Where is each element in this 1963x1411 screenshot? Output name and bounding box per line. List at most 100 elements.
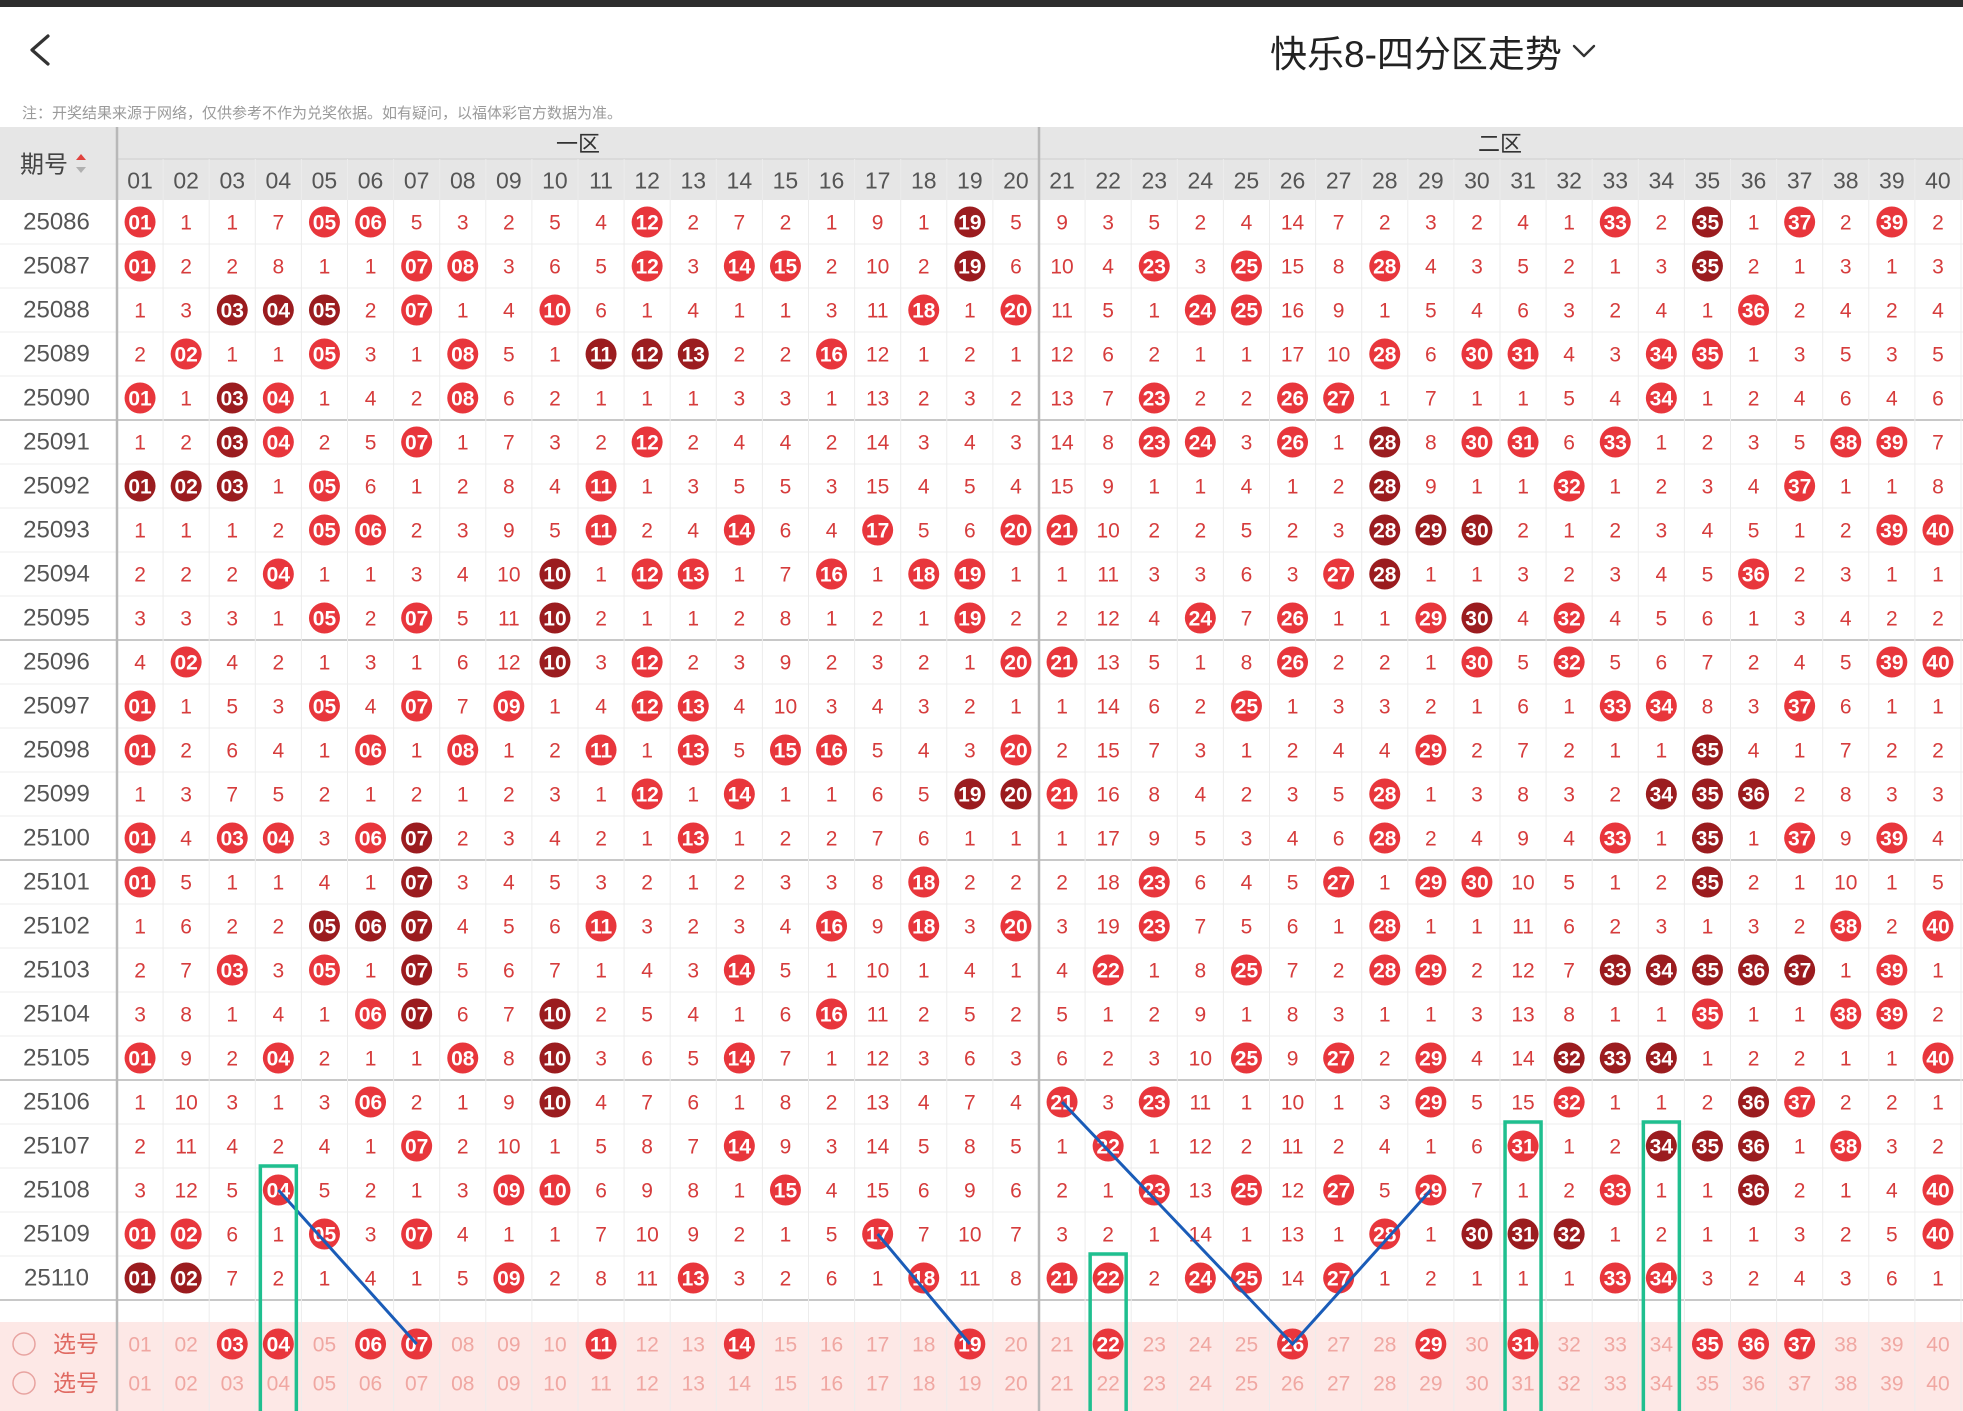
select-number[interactable]: 31 xyxy=(1511,1334,1535,1357)
select-number[interactable]: 34 xyxy=(1650,1334,1674,1357)
select-number[interactable]: 28 xyxy=(1373,1334,1396,1357)
select-number[interactable]: 08 xyxy=(451,1373,474,1396)
select-number[interactable]: 02 xyxy=(174,1373,197,1396)
select-number[interactable]: 32 xyxy=(1557,1334,1580,1357)
sort-down-icon[interactable] xyxy=(76,167,86,173)
select-number[interactable]: 09 xyxy=(497,1334,520,1357)
select-number[interactable]: 31 xyxy=(1511,1373,1534,1396)
select-number[interactable]: 04 xyxy=(267,1334,291,1357)
select-ball-22[interactable] xyxy=(1092,1328,1124,1360)
select-number[interactable]: 18 xyxy=(912,1334,935,1357)
select-number[interactable]: 06 xyxy=(359,1373,382,1396)
select-ball-35[interactable] xyxy=(1691,1328,1723,1360)
select-number[interactable]: 22 xyxy=(1096,1373,1119,1396)
title-dropdown[interactable]: 快乐8-四分区走势 xyxy=(1270,26,1596,76)
select-number[interactable]: 29 xyxy=(1419,1334,1442,1357)
select-ball-29[interactable] xyxy=(1415,1328,1447,1360)
select-number[interactable]: 04 xyxy=(267,1373,291,1396)
select-ball-37[interactable] xyxy=(1784,1328,1816,1360)
select-number[interactable]: 33 xyxy=(1604,1373,1627,1396)
select-number[interactable]: 11 xyxy=(590,1373,612,1396)
select-number[interactable]: 39 xyxy=(1880,1334,1903,1357)
select-number[interactable]: 40 xyxy=(1926,1334,1949,1357)
select-number[interactable]: 05 xyxy=(313,1373,336,1396)
select-number[interactable]: 17 xyxy=(866,1334,889,1357)
select-ball-14[interactable] xyxy=(723,1328,755,1360)
select-number[interactable]: 30 xyxy=(1465,1334,1488,1357)
select-number[interactable]: 19 xyxy=(958,1334,981,1357)
select-number[interactable]: 09 xyxy=(497,1373,520,1396)
select-number[interactable]: 05 xyxy=(313,1334,336,1357)
select-number[interactable]: 25 xyxy=(1235,1334,1258,1357)
select-number[interactable]: 24 xyxy=(1189,1334,1213,1357)
select-ball-06[interactable] xyxy=(355,1328,387,1360)
select-number[interactable]: 37 xyxy=(1788,1373,1811,1396)
select-number[interactable]: 12 xyxy=(635,1334,658,1357)
select-ball-36[interactable] xyxy=(1738,1328,1770,1360)
select-number[interactable]: 11 xyxy=(590,1334,613,1357)
select-number[interactable]: 24 xyxy=(1189,1373,1213,1396)
select-number[interactable]: 21 xyxy=(1050,1373,1073,1396)
select-number[interactable]: 33 xyxy=(1604,1334,1627,1357)
select-number[interactable]: 06 xyxy=(359,1334,382,1357)
select-number[interactable]: 34 xyxy=(1650,1373,1674,1396)
select-number[interactable]: 35 xyxy=(1696,1334,1720,1357)
select-number[interactable]: 22 xyxy=(1096,1334,1119,1357)
select-number[interactable]: 35 xyxy=(1696,1373,1719,1396)
select-number[interactable]: 16 xyxy=(820,1373,843,1396)
select-number[interactable]: 20 xyxy=(1004,1334,1027,1357)
select-number[interactable]: 01 xyxy=(128,1334,151,1357)
select-number[interactable]: 38 xyxy=(1834,1373,1857,1396)
select-number[interactable]: 27 xyxy=(1327,1334,1350,1357)
select-number[interactable]: 23 xyxy=(1143,1373,1166,1396)
select-number[interactable]: 08 xyxy=(451,1334,474,1357)
select-radio[interactable] xyxy=(12,1332,36,1356)
miss-count: 12 xyxy=(1096,608,1119,631)
select-number[interactable]: 16 xyxy=(820,1334,843,1357)
hit-number: 23 xyxy=(1143,1092,1166,1115)
select-number[interactable]: 03 xyxy=(221,1373,244,1396)
select-number[interactable]: 13 xyxy=(682,1334,705,1357)
select-number[interactable]: 21 xyxy=(1050,1334,1073,1357)
select-number[interactable]: 14 xyxy=(728,1373,752,1396)
select-radio[interactable] xyxy=(12,1371,36,1395)
select-number[interactable]: 36 xyxy=(1742,1334,1765,1357)
select-number[interactable]: 03 xyxy=(221,1334,244,1357)
select-number[interactable]: 28 xyxy=(1373,1373,1396,1396)
select-ball-31[interactable] xyxy=(1507,1328,1539,1360)
select-number[interactable]: 39 xyxy=(1880,1373,1903,1396)
select-number[interactable]: 20 xyxy=(1004,1373,1027,1396)
select-number[interactable]: 15 xyxy=(774,1373,797,1396)
select-number[interactable]: 37 xyxy=(1788,1334,1811,1357)
back-button[interactable] xyxy=(22,30,58,70)
select-number[interactable]: 25 xyxy=(1235,1373,1258,1396)
select-number[interactable]: 23 xyxy=(1143,1334,1166,1357)
select-number[interactable]: 40 xyxy=(1926,1373,1949,1396)
select-number[interactable]: 07 xyxy=(405,1373,428,1396)
sort-up-icon[interactable] xyxy=(76,154,86,160)
select-ball-03[interactable] xyxy=(216,1328,248,1360)
hit-number: 33 xyxy=(1604,960,1627,983)
select-ball-11[interactable] xyxy=(585,1328,617,1360)
select-number[interactable]: 14 xyxy=(728,1334,752,1357)
select-number[interactable]: 10 xyxy=(543,1334,566,1357)
period-header[interactable]: 期号 xyxy=(20,152,68,179)
select-number[interactable]: 32 xyxy=(1557,1373,1580,1396)
select-number[interactable]: 15 xyxy=(774,1334,797,1357)
select-number[interactable]: 27 xyxy=(1327,1373,1350,1396)
select-number[interactable]: 02 xyxy=(174,1334,197,1357)
select-number[interactable]: 30 xyxy=(1465,1373,1488,1396)
select-number[interactable]: 18 xyxy=(912,1373,935,1396)
select-number[interactable]: 19 xyxy=(958,1373,981,1396)
select-number[interactable]: 12 xyxy=(635,1373,658,1396)
select-number[interactable]: 38 xyxy=(1834,1334,1857,1357)
select-number[interactable]: 26 xyxy=(1281,1373,1304,1396)
select-ball-04[interactable] xyxy=(262,1328,294,1360)
select-number[interactable]: 10 xyxy=(543,1373,566,1396)
select-number[interactable]: 29 xyxy=(1419,1373,1442,1396)
select-number[interactable]: 36 xyxy=(1742,1373,1765,1396)
select-number[interactable]: 01 xyxy=(128,1373,151,1396)
select-number[interactable]: 13 xyxy=(682,1373,705,1396)
select-number[interactable]: 17 xyxy=(866,1373,889,1396)
hit-number: 22 xyxy=(1096,960,1119,983)
